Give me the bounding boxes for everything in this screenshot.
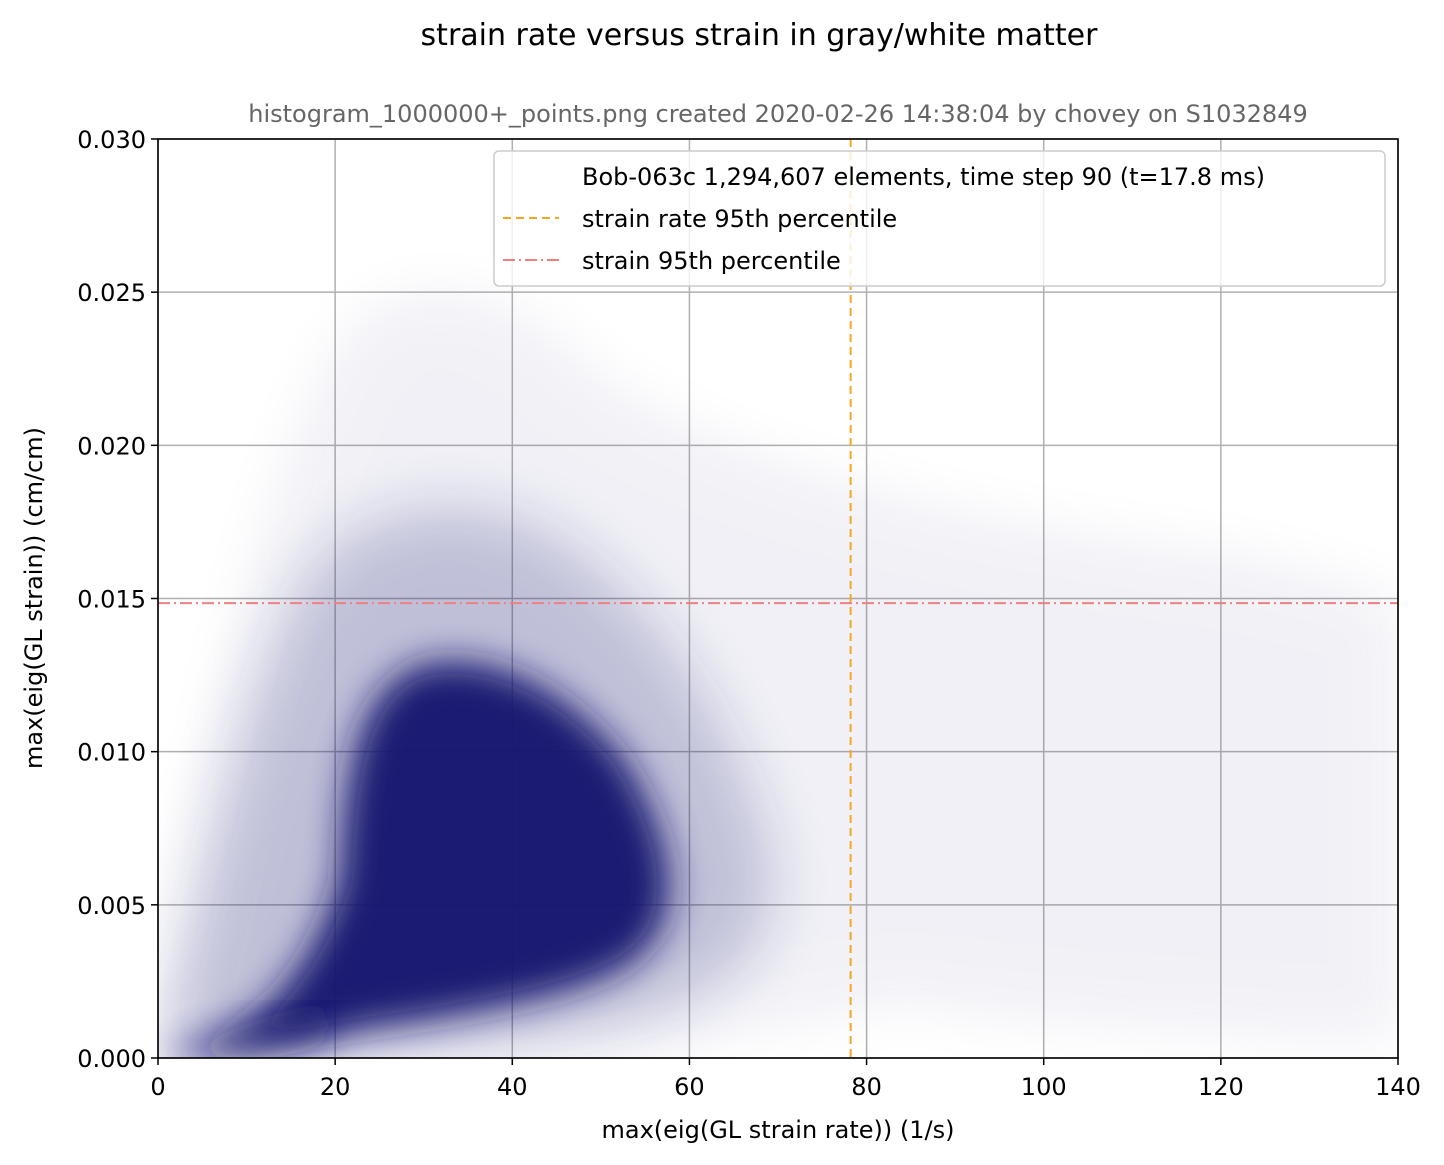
point-cloud [158, 293, 1398, 1058]
x-axis-label: max(eig(GL strain rate)) (1/s) [602, 1116, 955, 1144]
x-tick-label: 140 [1375, 1073, 1421, 1101]
legend: Bob-063c 1,294,607 elements, time step 9… [493, 150, 1386, 287]
y-tick-label: 0.020 [77, 432, 146, 460]
dense-core [158, 661, 670, 1058]
x-tick-label: 0 [150, 1073, 165, 1101]
y-tick-label: 0.025 [77, 279, 146, 307]
x-tick-label: 40 [497, 1073, 528, 1101]
chart-subtitle: histogram_1000000+_points.png created 20… [248, 100, 1307, 128]
x-tick-label: 20 [320, 1073, 351, 1101]
legend-label-dataset: Bob-063c 1,294,607 elements, time step 9… [582, 163, 1265, 191]
x-tick-label: 80 [851, 1073, 882, 1101]
x-tick-label: 120 [1198, 1073, 1244, 1101]
y-tick-label: 0.005 [77, 892, 146, 920]
y-tick-label: 0.000 [77, 1045, 146, 1073]
legend-label-strain: strain 95th percentile [582, 247, 841, 275]
y-tick-label: 0.010 [77, 739, 146, 767]
reference-lines [158, 139, 1398, 1058]
chart-title: strain rate versus strain in gray/white … [421, 18, 1099, 53]
y-tick-label: 0.015 [77, 586, 146, 614]
lower-branch [158, 1010, 338, 1058]
legend-box [493, 150, 1386, 287]
x-tick-label: 100 [1021, 1073, 1067, 1101]
y-axis-label: max(eig(GL strain)) (cm/cm) [20, 427, 48, 769]
legend-label-strain-rate: strain rate 95th percentile [582, 205, 897, 233]
x-tick-label: 60 [674, 1073, 705, 1101]
y-tick-label: 0.030 [77, 126, 146, 154]
y-axis-ticks: 0.000 0.005 0.010 0.015 0.020 0.025 0.030 [77, 126, 158, 1073]
x-axis-ticks: 0 20 40 60 80 100 120 140 [150, 1058, 1421, 1101]
